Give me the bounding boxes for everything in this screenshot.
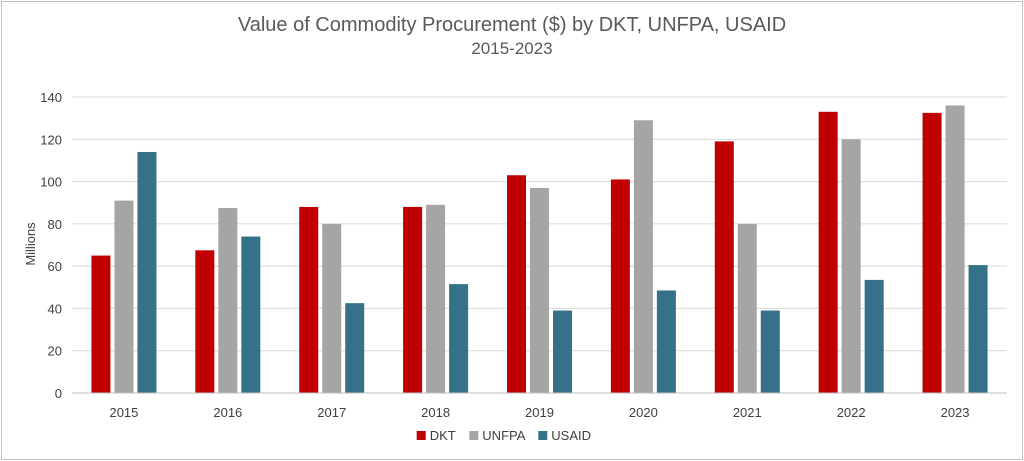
bar-dkt-2021	[714, 141, 734, 393]
y-tick-label: 0	[55, 386, 62, 401]
y-tick-label: 140	[40, 90, 62, 105]
bar-unfpa-2019	[530, 187, 549, 393]
bar-unfpa-2018	[426, 204, 446, 393]
x-tick-label: 2016	[213, 405, 242, 420]
y-tick-label: 80	[48, 217, 62, 232]
x-tick-label: 2022	[837, 405, 866, 420]
bar-unfpa-2020	[633, 120, 653, 393]
bar-usaid-2015	[137, 151, 157, 393]
bar-dkt-2016	[195, 250, 215, 393]
bar-usaid-2019	[553, 310, 572, 393]
bar-dkt-2018	[403, 206, 423, 393]
bar-dkt-2015	[91, 255, 111, 393]
y-tick-label: 20	[48, 344, 62, 359]
x-tick-label: 2017	[317, 405, 346, 420]
bar-unfpa-2022	[841, 139, 861, 393]
bar-unfpa-2016	[218, 208, 238, 393]
x-tick-label: 2020	[629, 405, 658, 420]
x-tick-label: 2018	[421, 405, 450, 420]
bars	[91, 105, 988, 394]
legend-swatch-unfpa	[469, 431, 479, 440]
chart-subtitle: 2015-2023	[471, 39, 552, 58]
y-axis-label: Millions	[23, 222, 38, 266]
y-tick-label: 40	[48, 301, 62, 316]
x-tick-label: 2023	[941, 405, 970, 420]
bar-usaid-2021	[760, 310, 780, 393]
legend-label-unfpa: UNFPA	[482, 428, 525, 443]
legend-swatch-dkt	[416, 431, 426, 440]
x-tick-label: 2019	[525, 405, 554, 420]
bar-unfpa-2015	[114, 200, 134, 393]
bar-unfpa-2017	[322, 223, 342, 393]
legend-label-dkt: DKT	[430, 428, 456, 443]
bar-dkt-2022	[818, 111, 838, 394]
x-tick-label: 2015	[109, 405, 138, 420]
bar-unfpa-2021	[737, 223, 757, 393]
bar-dkt-2020	[610, 179, 630, 393]
bar-usaid-2018	[449, 284, 469, 393]
x-axis-ticks: 2015 2016 2017 2018 2019 2020 2021 2022 2023	[109, 405, 969, 420]
bar-dkt-2023	[922, 112, 942, 393]
y-tick-label: 100	[40, 175, 62, 190]
x-tick-label: 2021	[733, 405, 762, 420]
bar-usaid-2017	[345, 303, 365, 393]
bar-usaid-2023	[968, 265, 988, 393]
bar-unfpa-2023	[945, 105, 965, 393]
bar-dkt-2019	[507, 175, 526, 393]
chart-title: Value of Commodity Procurement ($) by DK…	[238, 14, 786, 36]
y-tick-label: 120	[40, 132, 62, 147]
bar-usaid-2022	[864, 279, 884, 393]
y-tick-label: 60	[48, 259, 62, 274]
legend: DKT UNFPA USAID	[416, 428, 591, 443]
bar-dkt-2017	[299, 206, 319, 393]
bar-usaid-2020	[656, 290, 676, 393]
y-axis-ticks: 0 20 40 60 80 100 120 140	[40, 90, 62, 401]
legend-label-usaid: USAID	[551, 428, 591, 443]
bar-usaid-2016	[241, 236, 261, 393]
legend-swatch-usaid	[538, 431, 548, 440]
